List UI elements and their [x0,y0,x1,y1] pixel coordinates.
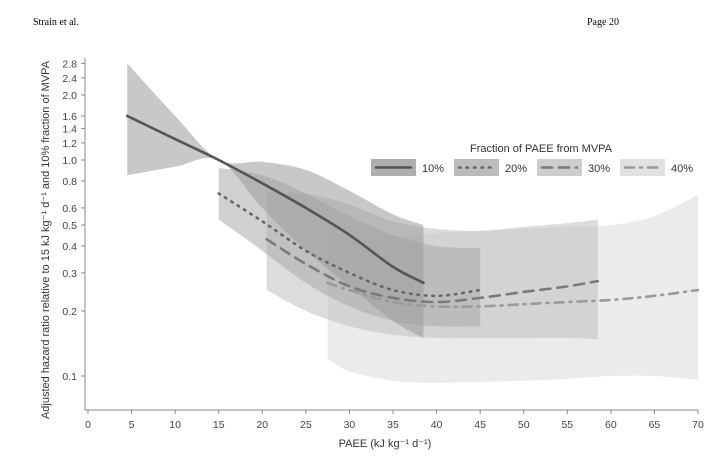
x-tick-label: 5 [129,419,135,431]
x-tick-label: 60 [605,419,617,431]
x-tick-label: 10 [169,419,181,431]
page-number: Page 20 [587,17,619,28]
y-tick-label: 0.2 [62,306,77,318]
x-tick-label: 35 [387,419,399,431]
legend-title: Fraction of PAEE from MVPA [470,143,613,155]
y-tick-label: 0.5 [62,220,77,232]
series-line-20pct [217,192,482,298]
legend-label: 30% [588,163,610,175]
x-tick-label: 50 [518,419,530,431]
x-tick-label: 20 [256,419,268,431]
legend-label: 20% [505,163,527,175]
x-tick-label: 0 [85,419,91,431]
y-tick-label: 1.6 [62,111,77,123]
y-tick-label: 2.8 [62,58,77,70]
y-tick-label: 2.4 [62,73,77,85]
x-tick-label: 65 [649,419,661,431]
y-tick-label: 1.0 [62,155,77,167]
x-tick-label: 40 [431,419,443,431]
y-tick-label: 1.4 [62,123,77,135]
legend-label: 40% [671,163,693,175]
y-tick-label: 1.2 [62,138,77,150]
x-axis-label: PAEE (kJ kg⁻¹ d⁻¹) [339,438,432,450]
ci-band-10pct [127,63,424,338]
series-line-30pct [265,237,600,304]
author-header: Strain et al. [33,17,79,28]
x-tick-label: 70 [692,419,704,431]
y-tick-label: 0.6 [62,203,77,215]
y-tick-label: 0.3 [62,268,77,280]
x-tick-label: 15 [213,419,225,431]
series-line-10pct [125,114,425,285]
y-axis-label: Adjusted hazard ratio relative to 15 kJ … [40,60,52,419]
x-tick-label: 25 [300,419,312,431]
y-tick-label: 0.8 [62,176,77,188]
y-tick-label: 0.4 [62,241,77,253]
legend-label: 10% [422,163,444,175]
x-tick-label: 30 [344,419,356,431]
y-tick-label: 0.1 [62,371,77,383]
x-tick-label: 55 [561,419,573,431]
series-line-40pct [326,281,700,309]
y-tick-label: 2.0 [62,90,77,102]
x-tick-label: 45 [474,419,486,431]
